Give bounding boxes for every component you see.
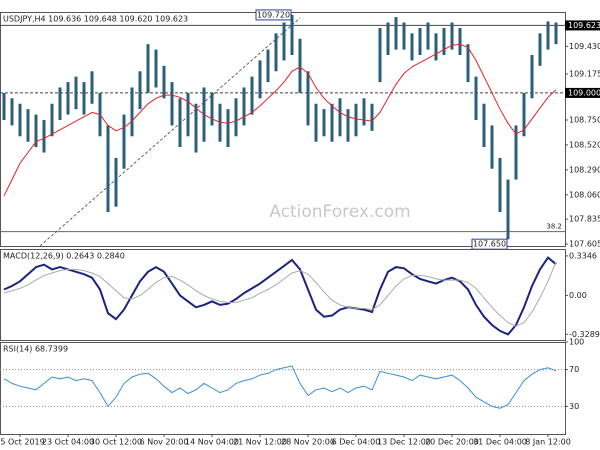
panel-title: USDJPY,H4 109.636 109.648 109.620 109.62… [3,15,188,24]
x-tick-label: 14 Nov 04:00 [185,438,239,447]
y-tick-label: 107.835 [569,215,600,224]
price-label: 109.623 [568,21,600,30]
series-line [3,256,557,336]
x-tick-label: 30 Oct 12:00 [90,438,142,447]
x-tick-label: 21 Nov 12:00 [233,438,287,447]
price-box [565,87,600,98]
series-line [3,261,557,327]
annotation-label: 107.650 [473,240,506,249]
y-tick-label: 100 [569,338,584,347]
series-line [3,365,557,409]
x-tick-label: 13 Dec 12:00 [377,438,431,447]
x-tick-label: 23 Oct 04:00 [42,438,94,447]
series-line [3,43,557,197]
panel-frame [0,342,566,435]
y-tick-label: 107.605 [569,240,600,249]
y-tick-label: 0.3346 [569,251,597,260]
x-tick-label: 6 Dec 04:00 [332,438,381,447]
x-tick-label: 6 Nov 20:00 [140,438,189,447]
x-tick-label: 8 Jan 12:00 [525,438,571,447]
y-tick-label: 108.290 [569,165,600,174]
panel-title: MACD(12,26,9) 0.2643 0.2840 [3,252,125,261]
trend-line [39,17,301,247]
x-tick-label: 20 Dec 20:00 [425,438,479,447]
price-label: 109.000 [568,88,600,97]
fib-label: 38.2 [546,223,562,231]
y-tick-label: 109.175 [569,69,600,78]
annotation-label: 109.720 [257,10,290,19]
x-tick-label: 15 Oct 2019 [0,438,45,447]
y-tick-label: 108.750 [569,116,600,125]
x-tick-label: 31 Dec 04:00 [473,438,527,447]
y-tick-label: -0.3289 [569,330,600,339]
y-tick-label: 108.520 [569,140,600,149]
price-box [565,20,600,31]
y-tick-label: 30 [569,402,579,411]
x-tick-label: 28 Nov 20:00 [281,438,335,447]
y-tick-label: 109.430 [569,42,600,51]
watermark: ActionForex.com [269,202,410,222]
panel-title: RSI(14) 68.7399 [3,345,68,354]
y-tick-label: 70 [569,365,579,374]
y-tick-label: 108.060 [569,190,600,199]
y-tick-label: 0.00 [569,291,587,300]
